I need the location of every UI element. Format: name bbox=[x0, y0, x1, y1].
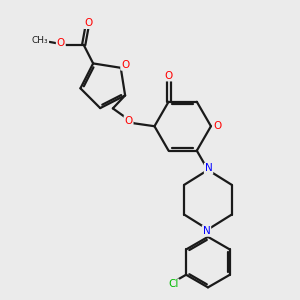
Text: N: N bbox=[202, 226, 210, 236]
Text: CH₃: CH₃ bbox=[32, 36, 48, 45]
Text: O: O bbox=[57, 38, 65, 48]
Text: Cl: Cl bbox=[168, 279, 178, 290]
Text: O: O bbox=[164, 70, 173, 81]
Text: O: O bbox=[213, 121, 222, 131]
Text: O: O bbox=[121, 60, 129, 70]
Text: O: O bbox=[84, 18, 92, 28]
Text: O: O bbox=[124, 116, 133, 126]
Text: N: N bbox=[205, 164, 212, 173]
